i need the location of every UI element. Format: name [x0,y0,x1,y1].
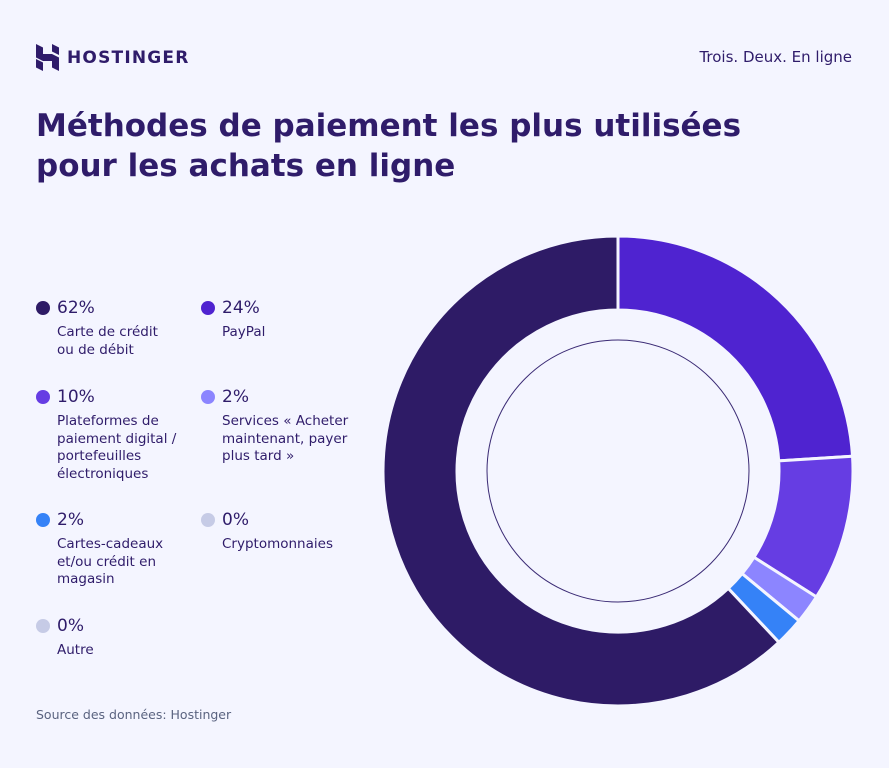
legend-item: 24% PayPal [201,298,361,342]
legend-pct: 10% [57,387,95,407]
legend-item: 2% Services « Acheter maintenant, payer … [201,387,361,466]
legend-label: Cryptomonnaies [222,536,333,552]
legend-swatch [36,619,50,633]
legend-label: Plateformes de paiement digital / portef… [57,413,177,482]
legend-pct: 2% [222,387,249,407]
tagline: Trois. Deux. En ligne [699,48,852,66]
legend-swatch [36,301,50,315]
donut-slice [616,234,855,463]
legend-pct: 0% [57,616,84,636]
legend-label: PayPal [222,324,266,340]
legend-pct: 24% [222,298,260,318]
legend-label: Services « Acheter maintenant, payer plu… [222,413,349,464]
legend-label: Cartes-cadeaux et/ou crédit en magasin [57,536,164,587]
legend-item: 0% Cryptomonnaies [201,510,361,554]
legend-item: 0% Autre [36,616,196,660]
legend-pct: 0% [222,510,249,530]
legend-pct: 62% [57,298,95,318]
legend-swatch [201,390,215,404]
legend-item: 10% Plateformes de paiement digital / po… [36,387,196,483]
legend-swatch [36,513,50,527]
inner-ring-outline [486,339,750,603]
legend-item: 2% Cartes-cadeaux et/ou crédit en magasi… [36,510,196,589]
legend-swatch [201,301,215,315]
legend-swatch [36,390,50,404]
hostinger-logo-icon [36,44,59,71]
page-title: Méthodes de paiement les plus utilisées … [36,108,742,184]
legend-label: Carte de crédit ou de débit [57,324,158,358]
hostinger-logo[interactable]: HOSTINGER [36,44,190,71]
data-source: Source des données: Hostinger [36,707,232,722]
legend-pct: 2% [57,510,84,530]
donut-slice [381,234,781,708]
legend-label: Autre [57,642,94,658]
legend-item: 62% Carte de crédit ou de débit [36,298,196,359]
legend-swatch [201,513,215,527]
brand-name: HOSTINGER [67,47,190,68]
